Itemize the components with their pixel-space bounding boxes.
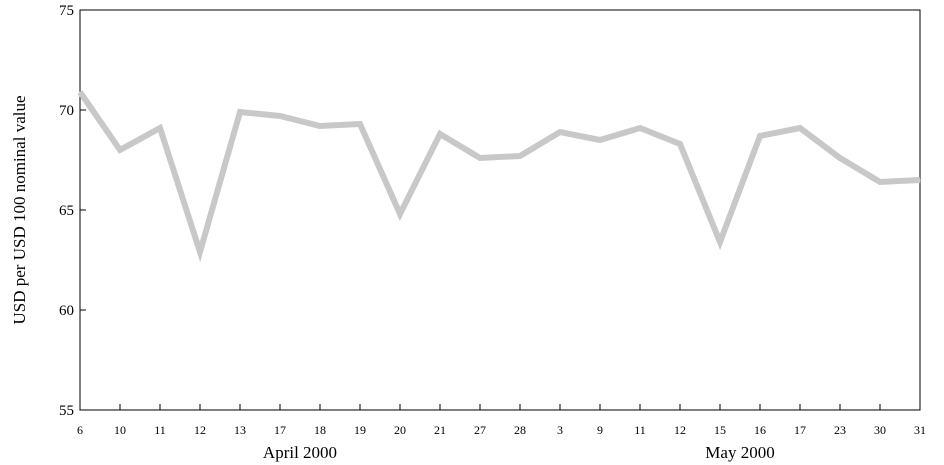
data-point xyxy=(599,139,601,141)
x-tick-label: 13 xyxy=(234,423,246,437)
x-tick-label: 3 xyxy=(557,423,563,437)
x-tick-label: 11 xyxy=(634,423,646,437)
x-tick-label: 19 xyxy=(354,423,366,437)
x-tick-label: 12 xyxy=(674,423,686,437)
y-axis: 55 60 65 70 75 xyxy=(59,3,86,419)
x-tick-label: 10 xyxy=(114,423,126,437)
y-axis-title: USD per USD 100 nominal value xyxy=(10,95,29,324)
series-line xyxy=(77,90,921,263)
data-point xyxy=(679,143,681,145)
x-tick-label: 18 xyxy=(314,423,326,437)
data-point xyxy=(119,149,121,151)
x-tick-label: 23 xyxy=(834,423,846,437)
data-point xyxy=(519,155,521,157)
x-tick-label: 31 xyxy=(914,423,926,437)
plot-frame xyxy=(79,9,921,411)
data-point xyxy=(879,181,881,183)
data-point xyxy=(919,179,921,181)
x-tick-label: 30 xyxy=(874,423,886,437)
x-tick-label: 17 xyxy=(794,423,806,437)
x-tick-label: 15 xyxy=(714,423,726,437)
data-point xyxy=(399,213,401,215)
y-tick-label: 70 xyxy=(59,103,74,119)
data-point xyxy=(719,241,721,243)
data-point xyxy=(839,157,841,159)
data-point xyxy=(359,123,361,125)
data-point xyxy=(479,157,481,159)
data-point xyxy=(239,111,241,113)
x-group-label: May 2000 xyxy=(705,443,774,462)
x-tick-label: 17 xyxy=(274,423,286,437)
data-point xyxy=(759,135,761,137)
x-tick-label: 20 xyxy=(394,423,406,437)
x-tick-label: 16 xyxy=(754,423,766,437)
series-group xyxy=(77,90,921,263)
y-tick-label: 60 xyxy=(59,303,74,319)
x-tick-label: 6 xyxy=(77,423,83,437)
data-point xyxy=(79,91,81,93)
x-axis-groups: April 2000 May 2000 xyxy=(263,443,775,462)
y-tick-label: 75 xyxy=(59,3,74,19)
data-point xyxy=(279,115,281,117)
x-tick-label: 9 xyxy=(597,423,603,437)
y-tick-label: 55 xyxy=(59,403,74,419)
x-group-label: April 2000 xyxy=(263,443,337,462)
data-point xyxy=(439,133,441,135)
data-point xyxy=(159,127,161,129)
x-tick-label: 27 xyxy=(474,423,486,437)
x-tick-label: 12 xyxy=(194,423,206,437)
data-point xyxy=(799,127,801,129)
data-point xyxy=(639,127,641,129)
x-tick-label: 21 xyxy=(434,423,446,437)
x-tick-label: 28 xyxy=(514,423,526,437)
data-point xyxy=(559,131,561,133)
x-tick-label: 11 xyxy=(154,423,166,437)
x-axis: 6 10 11 12 13 17 18 19 20 21 27 28 3 9 11 12 15 16 17 23 30 3… xyxy=(77,404,926,437)
data-point xyxy=(319,125,321,127)
y-tick-label: 65 xyxy=(59,203,74,219)
data-point xyxy=(199,251,201,253)
